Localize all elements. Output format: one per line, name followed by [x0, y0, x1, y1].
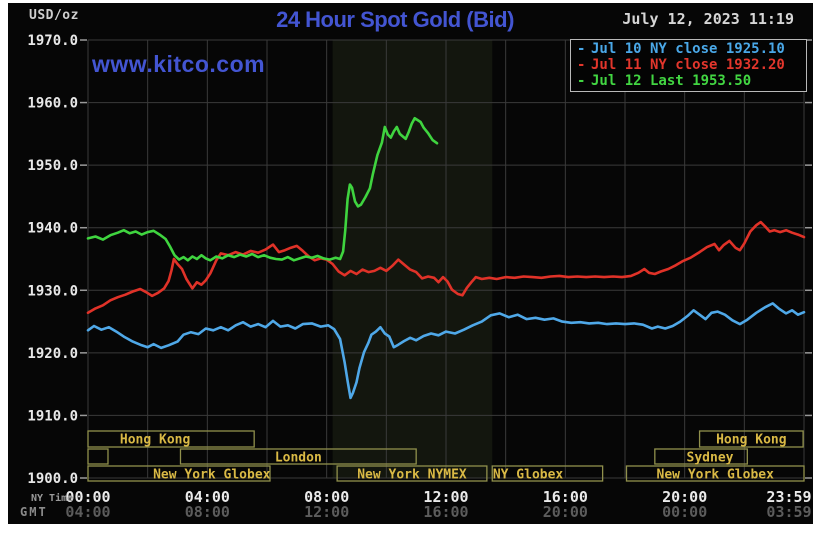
x-axis-ny-time-label: NY Time	[31, 493, 74, 504]
y-axis: 1970.0 1960.0 1950.0 1940.0 1930.0 1920.0 1910…	[27, 33, 812, 487]
x-tick-gmt: 16:00	[423, 503, 468, 521]
y-tick-label: 1940.0	[27, 221, 78, 237]
x-tick-gmt: 12:00	[304, 503, 349, 521]
series-jul12-line	[86, 116, 439, 262]
y-axis-unit-label: USD/oz	[29, 8, 79, 23]
y-tick-label: 1910.0	[27, 408, 78, 424]
session-label: Hong Kong	[716, 433, 786, 448]
x-tick-ny-time: 23:59	[766, 488, 811, 506]
x-tick-ny-time: 04:00	[185, 488, 230, 506]
session-box	[625, 465, 805, 482]
session-box	[87, 465, 271, 482]
session-box	[87, 448, 109, 465]
session-box	[87, 430, 255, 448]
legend-label-jul10: Jul 10 NY close 1925.10	[591, 41, 785, 57]
session-box	[654, 448, 748, 465]
session-box	[179, 448, 417, 465]
legend-item-jul12: - Jul 12 Last 1953.50	[577, 73, 806, 89]
timestamp: July 12, 2023 11:19	[622, 10, 794, 28]
x-axis-gmt-label: GMT	[20, 505, 48, 519]
session-highlight-band	[332, 40, 493, 478]
y-tick-label: 1970.0	[27, 33, 78, 49]
y-tick-label: 1930.0	[27, 283, 78, 299]
session-box	[491, 465, 604, 482]
x-axis: 00:0004:0004:0008:0008:0012:0012:0016:00…	[65, 488, 811, 521]
x-tick-gmt: 04:00	[65, 503, 110, 521]
session-box	[698, 430, 804, 448]
legend-box: - Jul 10 NY close 1925.10 - Jul 11 NY clos…	[570, 39, 807, 92]
legend-item-jul11: - Jul 11 NY close 1932.20	[577, 57, 806, 73]
kitco-watermark: www.kitco.com	[92, 51, 266, 77]
session-label: Sydney	[687, 451, 734, 466]
session-label: Hong Kong	[120, 433, 190, 448]
legend-label-jul12: Jul 12 Last 1953.50	[591, 73, 752, 89]
session-label: New York NYMEX	[357, 468, 467, 483]
legend-swatch-jul10: -	[577, 41, 586, 57]
legend-swatch-jul11: -	[577, 57, 586, 73]
x-tick-ny-time: 16:00	[543, 488, 588, 506]
x-tick-ny-time: 08:00	[304, 488, 349, 506]
legend-label-jul11: Jul 11 NY close 1932.20	[591, 57, 785, 73]
legend-swatch-jul12: -	[577, 73, 586, 89]
session-label: NY Globex	[493, 468, 564, 483]
grid-lines	[87, 39, 805, 479]
y-tick-label: 1920.0	[27, 346, 78, 362]
session-box	[336, 465, 488, 482]
x-tick-gmt: 20:00	[543, 503, 588, 521]
x-tick-ny-time: 00:00	[65, 488, 110, 506]
x-tick-gmt: 08:00	[185, 503, 230, 521]
series-jul11-line	[86, 220, 806, 315]
y-tick-label: 1960.0	[27, 96, 78, 112]
legend-item-jul10: - Jul 10 NY close 1925.10	[577, 41, 806, 57]
series-jul10-line	[86, 302, 806, 400]
session-label: New York Globex	[153, 468, 271, 483]
x-tick-gmt: 00:00	[662, 503, 707, 521]
chart-title: 24 Hour Spot Gold (Bid)	[276, 7, 514, 32]
x-tick-ny-time: 12:00	[423, 488, 468, 506]
y-tick-label: 1950.0	[27, 158, 78, 174]
session-label: New York Globex	[657, 468, 775, 483]
session-label: London	[275, 451, 322, 466]
x-tick-ny-time: 20:00	[662, 488, 707, 506]
y-tick-label: 1900.0	[27, 471, 78, 487]
market-session-boxes: Hong Kong Hong Kong London Sydney New York G…	[87, 430, 805, 483]
x-tick-gmt: 03:59	[766, 503, 811, 521]
